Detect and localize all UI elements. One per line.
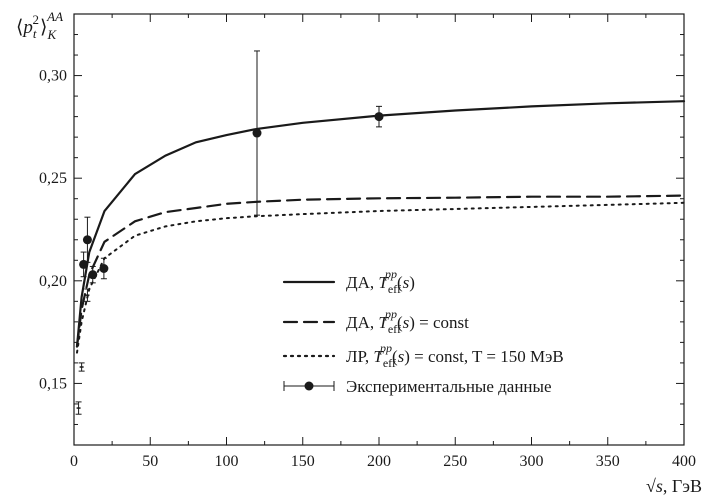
legend-text-part: eff [388, 322, 401, 336]
legend-text-part: ДА, [346, 273, 378, 292]
y-tick-label: 0,30 [39, 68, 67, 85]
legend-text-part: pp [384, 267, 397, 281]
x-tick-label: 300 [520, 453, 544, 470]
y-label-part: ⟨ [16, 17, 23, 38]
legend-text-part: s [403, 273, 410, 292]
legend-label-dotted: ЛР, Teffpp(s) = const, T = 150 МэВ [346, 341, 564, 370]
legend-text-part: ) [409, 273, 415, 292]
legend-text-part: ДА, [346, 313, 378, 332]
y-label-part: K [46, 27, 57, 42]
legend-text-part: ) = const, T = 150 МэВ [404, 347, 564, 366]
x-tick-label: 150 [291, 453, 315, 470]
data-point [374, 112, 384, 122]
legend-label-experimental: Экспериментальные данные [346, 377, 552, 396]
data-point [252, 128, 262, 138]
legend-label-dashed: ДА, Teffpp(s) = const [346, 307, 469, 336]
axes [73, 13, 685, 446]
y-label-part: p [21, 17, 33, 38]
series-line-dashed [75, 194, 686, 348]
y-tick-label: 0,15 [39, 375, 67, 392]
legend-text-part: s [403, 313, 410, 332]
y-tick-label: 0,20 [39, 273, 67, 290]
legend-text-part: pp [379, 341, 392, 355]
x-label-root: √ [646, 476, 656, 496]
legend-text-part: s [398, 347, 405, 366]
x-tick-label: 400 [672, 453, 696, 470]
y-label-part: ⟩ [40, 17, 47, 38]
legend-text-part: T [373, 347, 384, 366]
legend-text-part: ) = const [409, 313, 469, 332]
legend-text-part: ( [397, 313, 403, 332]
y-label-part: 2 [33, 12, 40, 27]
legend-text-part: T [378, 273, 389, 292]
y-axis-label: ⟨pt2⟩K AA [16, 9, 63, 42]
x-tick-label: 350 [596, 453, 620, 470]
x-tick-label: 250 [443, 453, 467, 470]
x-tick-label: 50 [142, 453, 158, 470]
x-label-unit: , ГэВ [663, 476, 702, 496]
legend-swatch-marker [304, 381, 314, 391]
y-label-part: AA [46, 9, 63, 24]
y-label-part: t [33, 26, 37, 41]
legend-text-part: T [378, 313, 389, 332]
data-point [88, 270, 98, 280]
experimental-points [75, 50, 384, 415]
data-point [79, 259, 89, 269]
y-tick-label: 0,25 [39, 170, 67, 187]
legend-text-part: ( [392, 347, 398, 366]
x-tick-label: 0 [70, 453, 78, 470]
legend-text-part: ( [397, 273, 403, 292]
data-point [82, 235, 92, 245]
legend-text-part: eff [383, 356, 396, 370]
legend-text-part: pp [384, 307, 397, 321]
legend-text-part: eff [388, 282, 401, 296]
x-tick-label: 200 [367, 453, 391, 470]
x-label-var: s [656, 476, 663, 496]
legend-text-part: ЛР, [346, 347, 373, 366]
x-axis-label: √s, ГэВ [646, 476, 702, 496]
series-line-solid [75, 100, 686, 348]
x-tick-label: 100 [215, 453, 239, 470]
axis-labels: ⟨pt2⟩KAA√s, ГэВ [16, 9, 702, 496]
tick-labels: 0 50 100 150 200 250 300 350 400 0,15 0,20 0,25 0,30 [39, 68, 696, 470]
data-point [99, 263, 109, 273]
legend-label-solid: ДА, Teffpp(s) [346, 267, 415, 296]
